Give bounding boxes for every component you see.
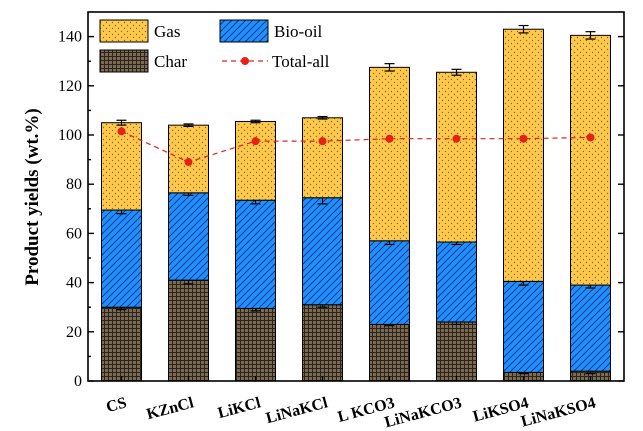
bar-char-3 bbox=[302, 304, 343, 382]
total-all-point bbox=[519, 134, 528, 143]
legend-label-gas: Gas bbox=[154, 22, 180, 41]
bar-gas-3 bbox=[302, 117, 343, 199]
total-all-point bbox=[251, 137, 260, 146]
total-all-line bbox=[121, 130, 591, 163]
total-all-point bbox=[318, 137, 327, 146]
legend-swatch-char bbox=[99, 49, 149, 73]
legend-marker-total-all bbox=[241, 57, 249, 65]
x-tick-label: CS bbox=[104, 394, 128, 416]
y-tick-label: 20 bbox=[66, 324, 82, 341]
y-tick-label: 60 bbox=[66, 225, 82, 242]
legend-label-biooil: Bio-oil bbox=[274, 22, 322, 41]
x-tick-label: KZnCl bbox=[145, 394, 196, 423]
bar-char-0 bbox=[101, 306, 142, 382]
bar-char-4 bbox=[369, 323, 410, 382]
legend-swatch-biooil bbox=[219, 19, 269, 43]
total-all-point bbox=[452, 134, 461, 143]
bar-biooil-7 bbox=[570, 284, 611, 372]
bar-biooil-3 bbox=[302, 197, 343, 306]
y-tick-label: 100 bbox=[58, 127, 82, 144]
x-tick-label: LiNaKCO3 bbox=[383, 394, 464, 431]
y-tick-label: 80 bbox=[66, 176, 82, 193]
y-axis-label: Product yields (wt.%) bbox=[22, 108, 43, 286]
y-tick-label: 40 bbox=[66, 275, 82, 292]
bar-gas-5 bbox=[436, 71, 477, 243]
x-tick-label: LiNaKCl bbox=[264, 394, 330, 427]
y-tick-label: 140 bbox=[58, 29, 82, 46]
bar-gas-2 bbox=[235, 120, 276, 201]
total-all-point bbox=[586, 133, 595, 142]
y-tick-label: 0 bbox=[74, 373, 82, 390]
bar-gas-7 bbox=[570, 34, 611, 286]
bar-biooil-1 bbox=[168, 192, 209, 281]
legend-label-total-all: Total-all bbox=[272, 52, 330, 71]
x-tick-label: LiNaKSO4 bbox=[519, 394, 597, 430]
legend: Gas Bio-oil Char Total-all bbox=[99, 19, 330, 73]
x-tick-label: LiKCl bbox=[216, 394, 263, 422]
bar-biooil-4 bbox=[369, 240, 410, 325]
total-all-point bbox=[184, 158, 193, 167]
bar-biooil-5 bbox=[436, 241, 477, 323]
bar-gas-6 bbox=[503, 28, 544, 282]
bar-char-1 bbox=[168, 279, 209, 382]
bar-biooil-6 bbox=[503, 280, 544, 373]
bar-char-5 bbox=[436, 321, 477, 382]
bar-biooil-2 bbox=[235, 199, 276, 309]
bar-gas-0 bbox=[101, 122, 142, 211]
y-tick-label: 120 bbox=[58, 78, 82, 95]
legend-swatch-gas bbox=[99, 19, 149, 43]
total-all-point bbox=[117, 127, 126, 136]
bar-biooil-0 bbox=[101, 209, 142, 308]
plot-frame bbox=[87, 11, 625, 382]
bar-char-2 bbox=[235, 307, 276, 382]
legend-label-char: Char bbox=[154, 52, 187, 71]
total-all-point bbox=[385, 134, 394, 143]
bar-gas-4 bbox=[369, 66, 410, 242]
